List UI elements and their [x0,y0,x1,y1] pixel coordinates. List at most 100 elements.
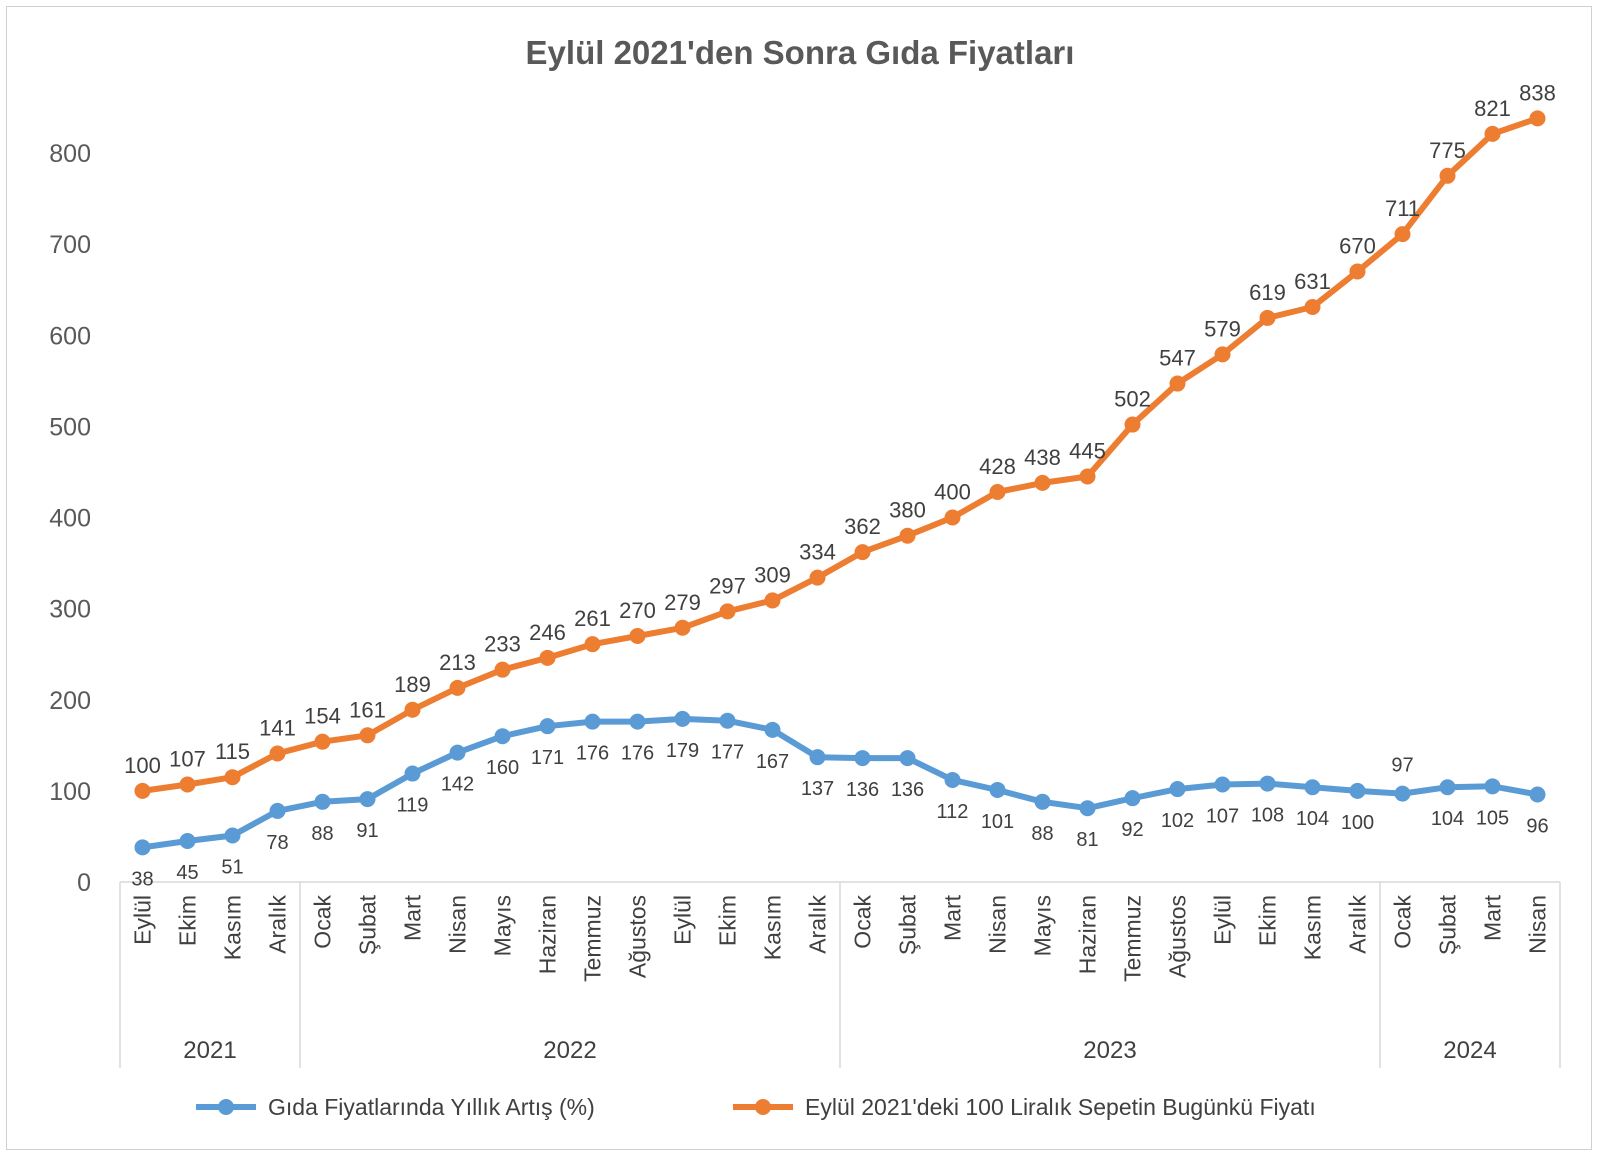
x-tick-label: Nisan [985,895,1011,954]
x-tick-label: Şubat [895,894,921,955]
data-label-annual-increase: 91 [356,820,378,842]
y-tick-label: 300 [49,596,91,624]
data-label-annual-increase: 88 [1031,823,1053,845]
data-label-basket-price: 445 [1069,438,1106,463]
point-annual-increase [809,749,826,766]
data-label-annual-increase: 107 [1206,805,1239,827]
x-tick-label: Mayıs [1030,895,1056,956]
data-label-basket-price: 189 [394,672,431,697]
point-annual-increase [404,765,421,782]
data-label-basket-price: 309 [754,562,791,587]
data-label-basket-price: 213 [439,650,476,675]
data-label-basket-price: 670 [1339,233,1376,258]
point-basket-price [764,592,781,609]
point-basket-price [1169,375,1186,392]
point-basket-price [134,782,151,799]
point-annual-increase [1439,779,1456,796]
x-tick-label: Kasım [760,895,786,960]
point-basket-price [584,636,601,653]
x-tick-label: Ocak [850,895,876,949]
data-label-annual-increase: 38 [131,868,153,890]
x-tick-label: Şubat [355,894,381,955]
x-tick-label: Mart [1480,894,1506,941]
data-label-annual-increase: 119 [397,795,429,817]
legend-label-annual-increase: Gıda Fiyatlarında Yıllık Artış (%) [268,1094,595,1120]
point-annual-increase [1484,778,1501,795]
y-tick-label: 200 [49,687,91,715]
point-basket-price [404,701,421,718]
x-tick-label: Aralık [265,895,291,954]
point-annual-increase [899,750,916,767]
data-label-annual-increase: 104 [1296,808,1329,830]
point-basket-price [1439,167,1456,184]
data-label-annual-increase: 112 [937,801,969,823]
point-annual-increase [719,712,736,729]
point-basket-price [1394,226,1411,243]
point-annual-increase [1169,781,1186,798]
point-basket-price [359,727,376,744]
data-label-annual-increase: 179 [666,740,699,762]
data-label-basket-price: 362 [844,514,881,539]
x-tick-label: Aralık [1345,895,1371,954]
legend-label-basket-price: Eylül 2021'deki 100 Liralık Sepetin Bugü… [805,1094,1316,1120]
data-label-basket-price: 631 [1294,269,1331,294]
x-tick-label: Ekim [1255,895,1281,946]
point-basket-price [1079,468,1096,485]
data-label-annual-increase: 51 [221,857,243,879]
year-label: 2022 [543,1037,596,1064]
point-annual-increase [1304,779,1321,796]
chart-frame [6,6,1592,1150]
x-tick-label: Temmuz [580,895,606,982]
x-tick-label: Ocak [1390,895,1416,949]
y-tick-label: 700 [49,231,91,259]
series-line-basket-price [139,115,1541,794]
x-tick-label: Aralık [805,895,831,954]
data-label-annual-increase: 171 [531,747,564,769]
data-label-basket-price: 711 [1385,196,1420,221]
y-tick-label: 600 [49,322,91,350]
x-tick-label: Temmuz [1120,895,1146,982]
point-basket-price [674,619,691,636]
point-annual-increase [539,718,556,735]
point-basket-price [449,679,466,696]
legend-marker [218,1099,234,1115]
point-annual-increase [179,832,196,849]
point-annual-increase [1214,776,1231,793]
point-annual-increase [1079,800,1096,817]
data-label-basket-price: 233 [484,632,521,657]
point-annual-increase [1349,782,1366,799]
point-basket-price [224,769,241,786]
data-label-basket-price: 821 [1474,96,1511,121]
x-tick-label: Ağustos [1165,895,1191,978]
point-basket-price [1214,346,1231,363]
data-label-annual-increase: 105 [1476,807,1509,829]
data-label-basket-price: 270 [619,598,656,623]
data-label-basket-price: 400 [934,480,971,505]
point-basket-price [1484,125,1501,142]
data-label-annual-increase: 136 [846,779,879,801]
data-label-annual-increase: 81 [1076,829,1098,851]
year-label: 2023 [1083,1037,1136,1064]
point-basket-price [1349,263,1366,280]
data-label-annual-increase: 108 [1251,805,1284,827]
year-label: 2024 [1443,1037,1496,1064]
data-label-annual-increase: 142 [441,774,474,796]
data-label-basket-price: 334 [799,540,836,565]
data-label-annual-increase: 97 [1391,755,1413,777]
data-label-basket-price: 619 [1249,280,1286,305]
point-annual-increase [629,713,646,730]
x-tick-label: Ocak [310,895,336,949]
data-label-annual-increase: 102 [1161,810,1194,832]
data-label-basket-price: 502 [1114,387,1151,412]
x-tick-label: Ekim [715,895,741,946]
x-tick-label: Nisan [1525,895,1551,954]
data-label-annual-increase: 101 [981,811,1014,833]
point-annual-increase [584,713,601,730]
data-label-basket-price: 775 [1429,138,1466,163]
point-basket-price [989,483,1006,500]
point-basket-price [179,776,196,793]
point-basket-price [1529,110,1546,127]
point-basket-price [629,627,646,644]
y-tick-label: 800 [49,140,91,168]
